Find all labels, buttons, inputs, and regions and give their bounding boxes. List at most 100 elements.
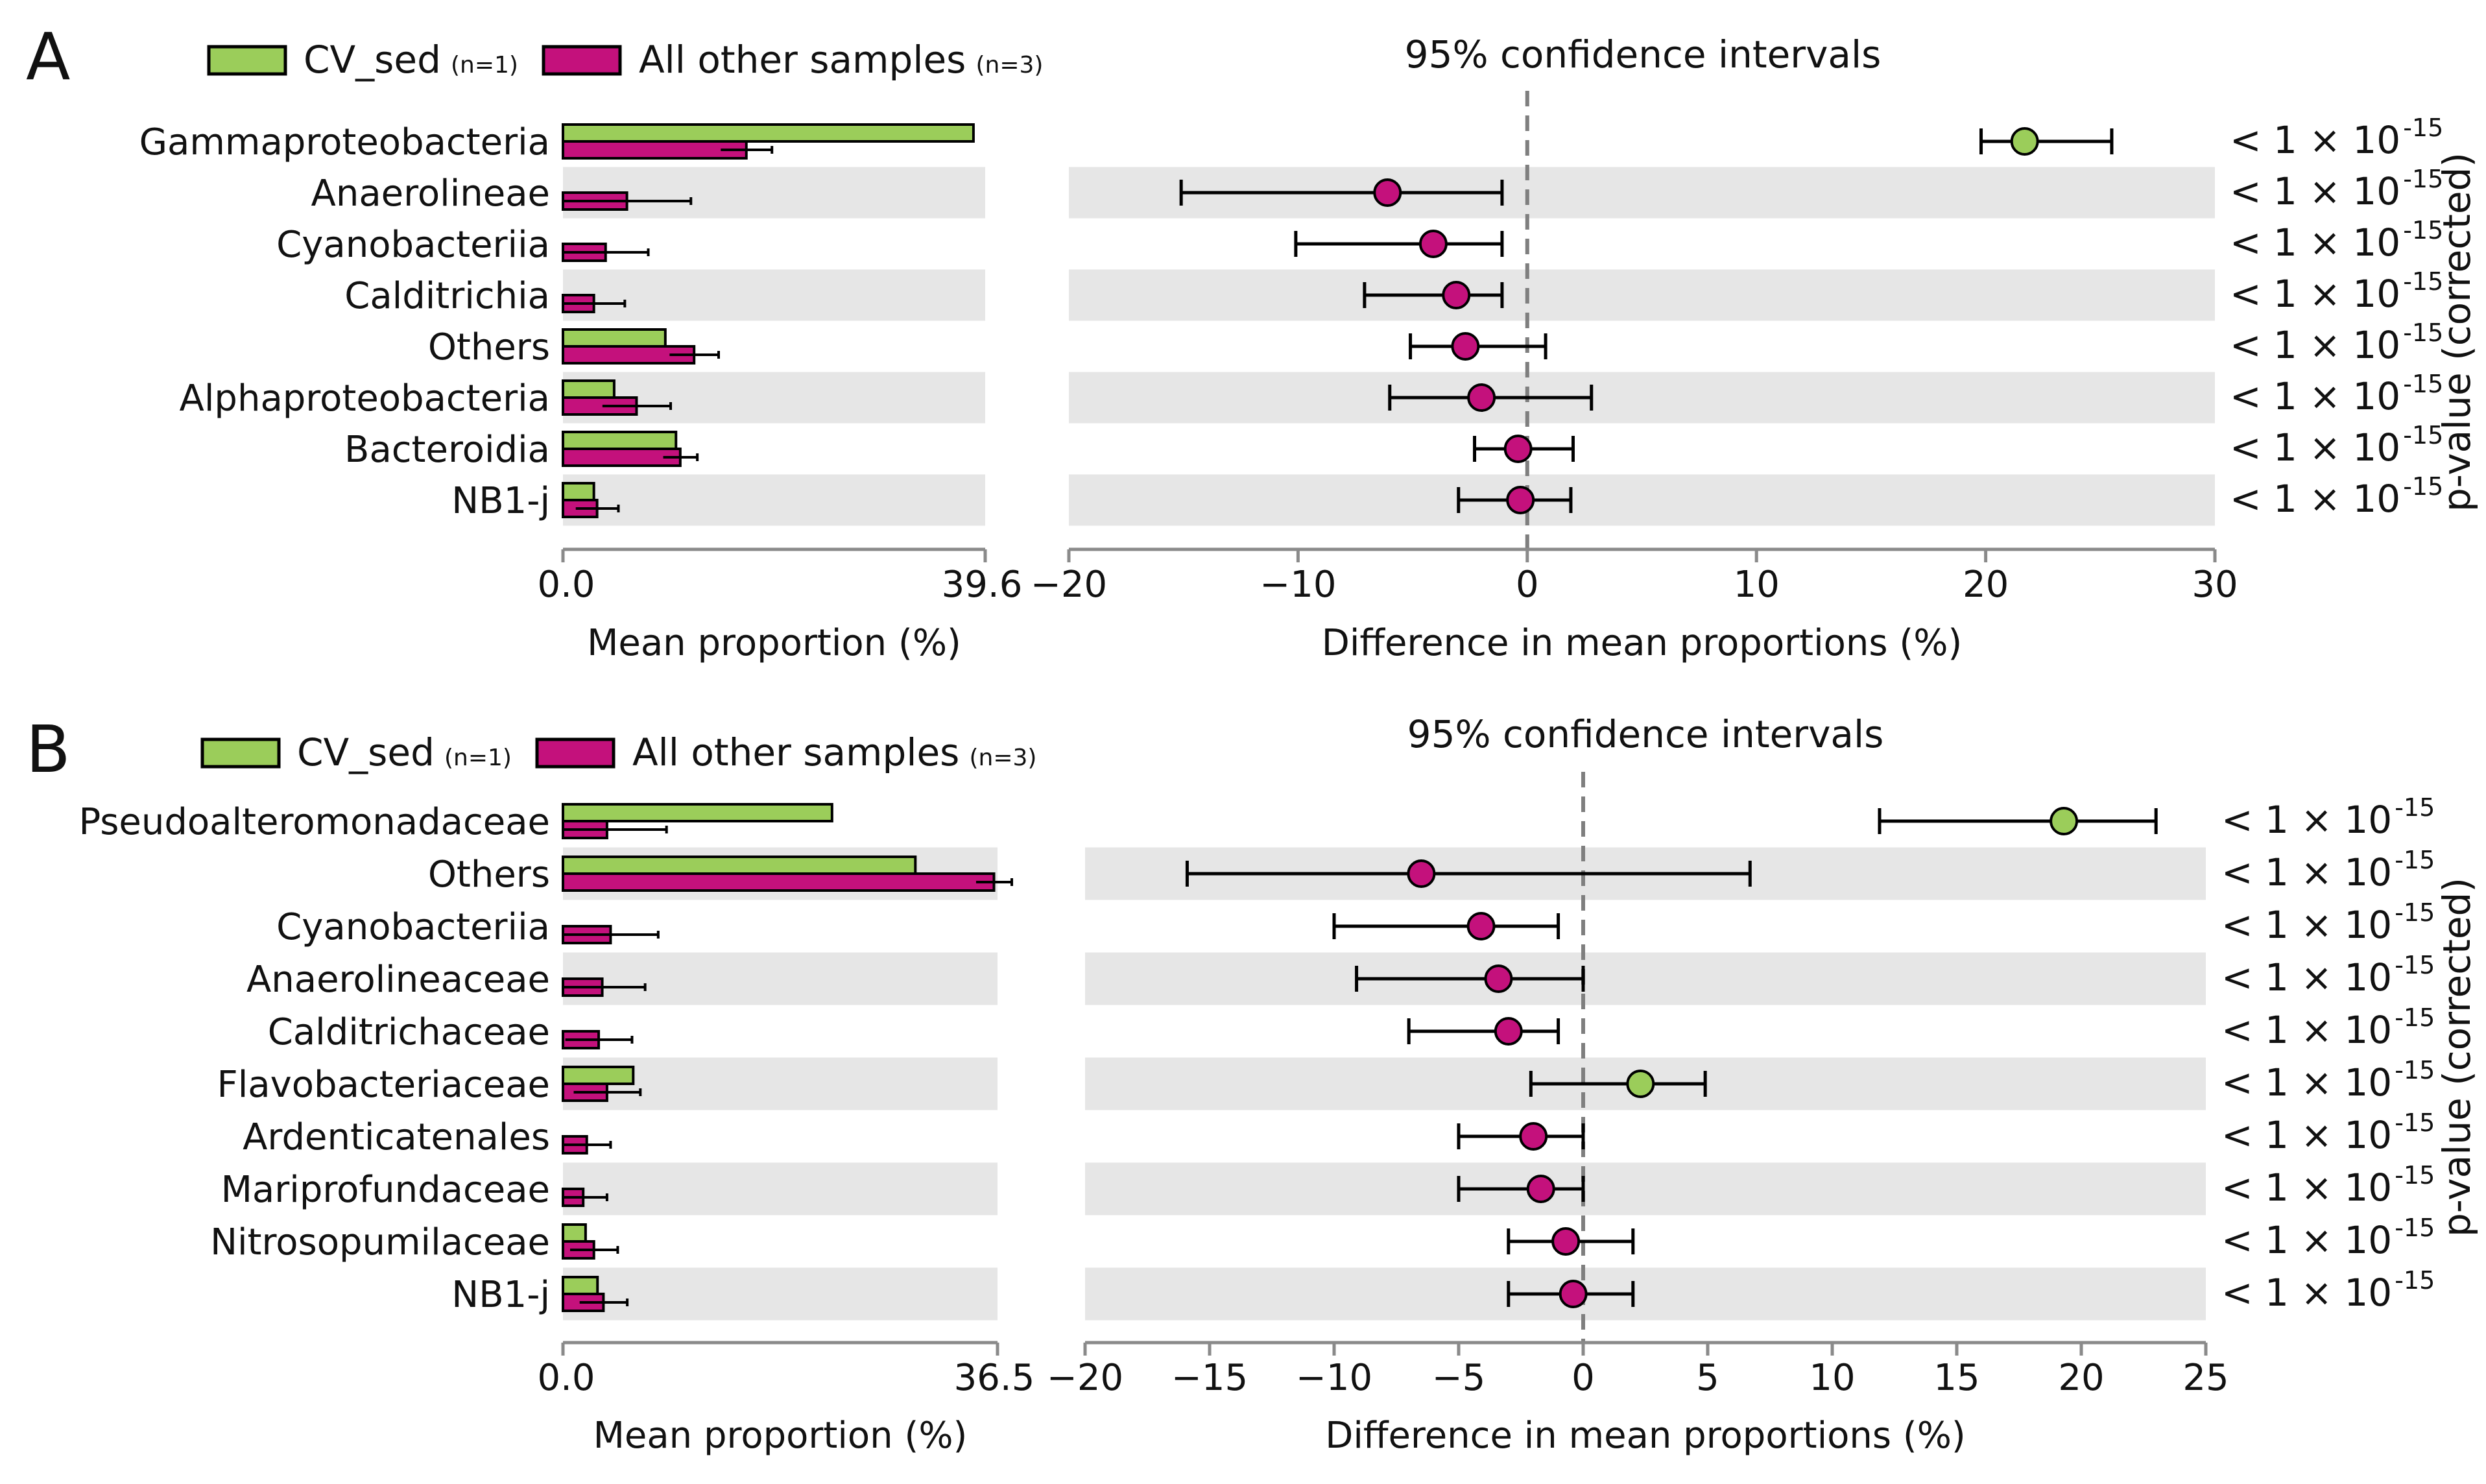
legend-entry-cv-sed: CV_sed (n=1) [304,38,518,82]
category-label-gammaproteobacteria: Gammaproteobacteria [139,121,550,163]
ci-point-gammaproteobacteria [2010,127,2039,156]
ci-marks-b [1185,807,2158,1308]
legend-n-cv-sed: (n=1) [444,745,512,771]
pvalue-exponent: -15 [2403,421,2443,449]
bar-cv-sed-others [562,856,917,875]
row-stripe-ci [1069,474,2215,526]
bar-cv-sed-alphaproteobacteria [562,379,616,399]
pvalue-label-ardenticatenales: < 1 × 10 -15 [2221,1108,2435,1157]
bar-axis-max-label-b: 36.5 [954,1357,1035,1399]
pvalue-base: < 1 × 10 [2230,272,2400,316]
pvalue-exponent: -15 [2403,318,2443,347]
ci-title-a: 95% confidence intervals [1405,32,1882,77]
legend-a: CV_sed (n=1) All other samples (n=3) [207,38,1043,82]
category-label-nb1-j: NB1-j [451,1274,550,1316]
category-label-anaerolineae: Anaerolineae [311,173,550,215]
bar-other-samples-gammaproteobacteria [562,140,748,160]
pvalue-base: < 1 × 10 [2230,374,2400,418]
category-label-others: Others [428,854,550,896]
pvalue-exponent: -15 [2395,1214,2435,1242]
category-label-others: Others [428,326,550,368]
ci-marks-a [1179,127,2114,514]
legend-label-other-samples: All other samples [639,38,966,82]
ci-point-anaerolineae [1373,178,1402,207]
row-stripe-bar [563,952,998,1005]
bar-axis-title-a: Mean proportion (%) [587,622,961,664]
pvalue-label-mariprofundaceae: < 1 × 10 -15 [2221,1161,2435,1210]
pvalue-exponent: -15 [2403,216,2443,245]
category-labels-a: Gammaproteobacteria Anaerolineae Cyanobact… [139,121,550,522]
bar-cv-sed-nb1-j [562,1276,599,1295]
pvalue-label-anaerolineae: < 1 × 10 -15 [2230,165,2443,213]
ci-point-calditrichia [1442,281,1471,309]
category-label-mariprofundaceae: Mariprofundaceae [221,1169,550,1211]
pvalue-base: < 1 × 10 [2230,169,2400,213]
bar-axis-min-label-b: 0.0 [537,1357,595,1399]
ci-point-calditrichaceae [1494,1017,1523,1046]
row-stripe-bar [563,269,985,321]
pvalue-exponent: -15 [2395,793,2435,822]
pvalue-base: < 1 × 10 [2221,955,2392,999]
legend-n-other-samples: (n=3) [969,745,1036,771]
pvalue-base: < 1 × 10 [2230,221,2400,265]
diff-axis-title-b: Difference in mean proportions (%) [1325,1415,1966,1457]
pvalue-base: < 1 × 10 [2221,1008,2392,1052]
pvalue-base: < 1 × 10 [2230,477,2400,521]
legend-entry-other-samples: All other samples (n=3) [639,38,1043,82]
row-stripe-ci [1085,952,2206,1005]
legend-swatch-cv-sed [200,737,281,769]
pvalue-exponent: -15 [2403,114,2443,142]
row-stripe-ci [1069,372,2215,424]
pvalue-base: < 1 × 10 [2230,425,2400,470]
pvalue-label-calditrichia: < 1 × 10 -15 [2230,267,2443,316]
category-label-bacteroidia: Bacteroidia [344,429,550,471]
pvalue-label-nb1-j: < 1 × 10 -15 [2221,1266,2435,1315]
pvalue-label-flavobacteriaceae: < 1 × 10 -15 [2221,1056,2435,1105]
diff-axis-tick-label: 10 [1734,564,1780,606]
pvalue-label-cyanobacteriia: < 1 × 10 -15 [2221,898,2435,947]
pvalue-exponent: -15 [2395,1108,2435,1137]
ci-point-cyanobacteriia [1418,230,1448,258]
pvalue-labels-b: < 1 × 10 -15< 1 × 10 -15< 1 × 10 -15< 1 × 1… [2221,793,2435,1315]
bar-axis-max-label-a: 39.6 [942,564,1023,606]
diff-axis-tick-label: −20 [1047,1357,1123,1399]
row-stripe-bar [563,1057,998,1110]
pvalue-labels-a: < 1 × 10 -15< 1 × 10 -15< 1 × 10 -15< 1 × 1… [2230,114,2443,521]
ci-title-b: 95% confidence intervals [1407,712,1884,756]
bar-axis-b: 0.0 36.5 Mean proportion (%) [537,1341,1035,1457]
row-stripe-bar [563,1162,998,1215]
ci-point-ardenticatenales [1519,1122,1548,1151]
diff-axis-tick-label: 20 [1963,564,2009,606]
ci-point-pseudoalteromonadaceae [2050,807,2079,835]
ci-point-mariprofundaceae [1526,1175,1555,1203]
bar-axis-a: 0.0 39.6 Mean proportion (%) [537,547,1023,664]
row-stripe-ci [1085,1267,2206,1321]
legend-label-other-samples: All other samples [632,730,959,774]
pvalue-base: < 1 × 10 [2221,798,2392,842]
category-label-anaerolineaceae: Anaerolineaceae [246,959,550,1001]
bar-axis-min-label-a: 0.0 [537,564,595,606]
legend-swatch-other-samples [535,737,616,769]
panel-a: A CV_sed (n=1) All other samples (n=3) 9… [26,19,2479,664]
ci-point-others [1451,332,1480,361]
pvalue-base: < 1 × 10 [2230,118,2400,162]
bar-cv-sed-flavobacteriaceae [562,1066,635,1085]
legend-b: CV_sed (n=1) All other samples (n=3) [200,730,1036,774]
diff-axis-tick-label: 0 [1572,1357,1595,1399]
ci-point-anaerolineaceae [1484,964,1513,993]
bar-axis-title-b: Mean proportion (%) [593,1415,968,1457]
pvalue-base: < 1 × 10 [2230,323,2400,367]
ci-point-cyanobacteriia [1466,912,1496,940]
category-label-nitrosopumilaceae: Nitrosopumilaceae [210,1221,550,1263]
pvalue-label-nitrosopumilaceae: < 1 × 10 -15 [2221,1214,2435,1262]
bar-cv-sed-gammaproteobacteria [562,123,975,143]
pvalue-label-calditrichaceae: < 1 × 10 -15 [2221,1003,2435,1052]
row-stripe-ci [1069,269,2215,321]
bar-cv-sed-pseudoalteromonadaceae [562,803,833,822]
category-label-calditrichaceae: Calditrichaceae [268,1011,550,1053]
ci-point-bacteroidia [1503,435,1533,463]
diff-axis-tick-label: 5 [1696,1357,1719,1399]
panel-letter-a: A [26,19,70,95]
